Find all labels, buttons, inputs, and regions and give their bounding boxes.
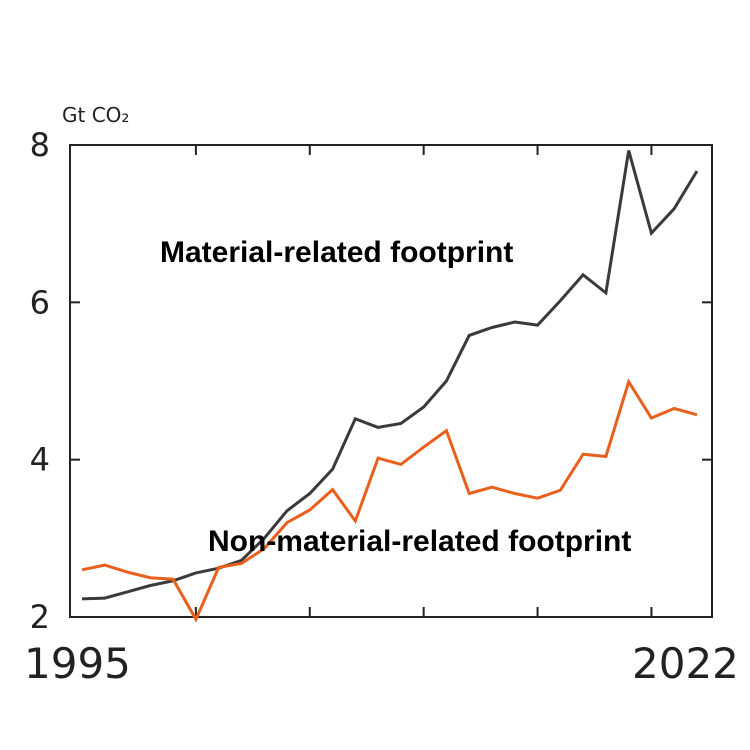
annotation-non-material: Non-material-related footprint	[208, 525, 631, 558]
series-lines	[81, 150, 699, 623]
y-ticks: 2 4 6 8	[30, 126, 712, 636]
y-tick-label: 2	[30, 598, 50, 636]
y-tick-label: 8	[30, 126, 50, 164]
x-tick-label-left: 1995	[24, 639, 131, 688]
series-line-1	[81, 378, 698, 623]
x-ticks	[194, 145, 653, 617]
y-tick-label: 6	[30, 283, 50, 321]
annotation-material: Material-related footprint	[160, 236, 513, 269]
series-line-0	[81, 150, 699, 601]
y-axis-unit-label: Gt CO₂	[62, 103, 129, 127]
x-tick-label-right: 2022	[632, 639, 739, 688]
plot-frame	[69, 144, 713, 618]
y-tick-label: 4	[30, 441, 50, 479]
axes-box	[69, 144, 713, 618]
